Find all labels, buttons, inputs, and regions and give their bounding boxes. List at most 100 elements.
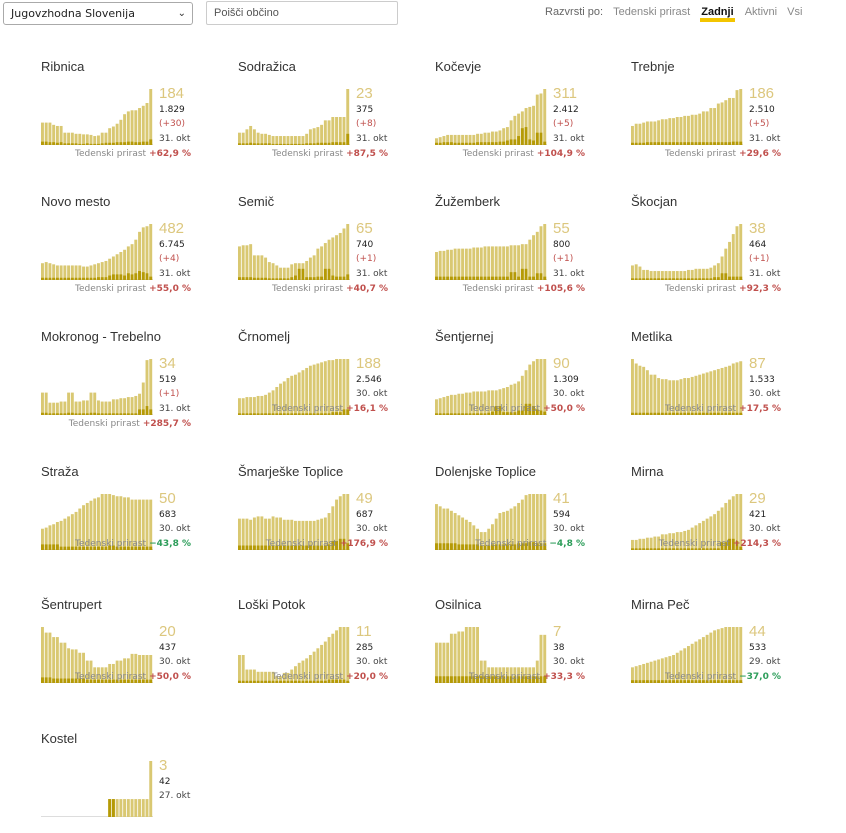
new-cases-bar [316, 545, 320, 550]
weekly-growth: Tedenski prirast +62,9 % [75, 149, 191, 159]
active-cases-bar [331, 237, 335, 280]
municipality-card[interactable]: Osilnica 7 38 30. okt Tedenski prirast +33,3 … [435, 597, 625, 717]
new-cases-bar [63, 413, 67, 415]
active-cases-bar [141, 499, 145, 550]
new-cases-bar [713, 142, 717, 145]
new-cases-bar [78, 143, 82, 145]
active-cases-bar [464, 392, 468, 415]
new-cases-bar [505, 276, 509, 280]
active-cases-bar [728, 627, 731, 683]
active-cases-bar [308, 520, 312, 550]
municipality-card[interactable]: Ribnica 184 1.829 (+30) 31. okt Tedenski prir… [41, 59, 231, 179]
new-cases-bar [513, 139, 517, 145]
active-cases-bar [524, 244, 528, 280]
active-cases-bar [491, 246, 494, 280]
new-cases-bar [701, 548, 705, 550]
sort-option-weekly-growth[interactable]: Tedenski prirast [613, 6, 691, 18]
new-cases-bar [649, 548, 653, 550]
active-cases-bar [672, 533, 675, 550]
active-cases-bar [316, 127, 320, 145]
active-cases-bar [638, 538, 642, 550]
active-cases-bar [679, 650, 683, 683]
new-cases-bar [660, 142, 664, 145]
new-cases-bar [338, 412, 342, 415]
new-cases-bar [728, 276, 731, 280]
new-cases-bar [442, 543, 446, 550]
active-cases-bar [735, 362, 739, 415]
municipality-card[interactable]: Dolenjske Toplice 41 594 30. okt Tedenski pr… [435, 464, 625, 584]
municipality-card[interactable]: Mokronog - Trebelno 34 519 (+1) 31. okt Teden… [41, 329, 231, 449]
active-cases-bar [93, 136, 97, 145]
new-cases-bar [48, 277, 52, 280]
search-input[interactable]: Poišči občino [206, 1, 398, 25]
sort-option-all[interactable]: Vsi [787, 6, 803, 18]
active-cases-bar [141, 382, 145, 415]
sort-option-active[interactable]: Aktivni [744, 6, 778, 18]
municipality-card[interactable]: Črnomelj 188 2.546 30. okt Tedenski prirast +… [238, 329, 428, 449]
active-cases-bar [668, 533, 672, 550]
municipality-card[interactable]: Mirna 29 421 30. okt Tedenski prirast +214,3 … [631, 464, 821, 584]
municipality-card[interactable]: Straža 50 683 30. okt Tedenski prirast −43,8 … [41, 464, 231, 584]
active-cases-bar [517, 245, 521, 280]
active-cases-bar [308, 365, 312, 415]
active-cases-bar [687, 529, 690, 550]
active-cases-bar [149, 655, 153, 683]
active-cases-bar [104, 494, 108, 550]
active-cases-bar [48, 263, 52, 280]
municipality-card[interactable]: Šmarješke Toplice 49 687 30. okt Tedenski pr… [238, 464, 428, 584]
new-cases-bar [138, 142, 141, 145]
municipality-card[interactable]: Šentjernej 90 1.309 30. okt Tedenski prirast… [435, 329, 625, 449]
new-cases-bar [282, 680, 286, 683]
active-cases-bar [267, 262, 271, 280]
municipality-card[interactable]: Sodražica 23 375 (+8) 31. okt Tedenski priras… [238, 59, 428, 179]
active-cases-bar [44, 262, 48, 280]
new-cases-bar [520, 268, 524, 280]
active-cases-bar [739, 224, 743, 280]
new-cases-bar [331, 275, 335, 280]
new-cases-bar [690, 412, 694, 415]
new-cases-bar [649, 142, 653, 145]
new-cases-bar [52, 142, 56, 145]
municipality-card[interactable]: Novo mesto 482 6.745 (+4) 31. okt Tedenski pr… [41, 194, 231, 314]
last-update-date: 30. okt [356, 389, 388, 399]
new-cases-bar [134, 273, 138, 280]
new-cases-bar [126, 273, 130, 280]
region-select[interactable]: Jugovzhodna Slovenija ⌄ [3, 2, 193, 25]
active-cases-bar [346, 359, 350, 415]
municipality-card[interactable]: Mirna Peč 44 533 29. okt Tedenski prirast −37… [631, 597, 821, 717]
active-cases-bar [267, 671, 271, 683]
municipality-card[interactable]: Kočevje 311 2.412 (+5) 31. okt Tedenski prira… [435, 59, 625, 179]
sparkline-chart [435, 89, 547, 145]
municipality-card[interactable]: Metlika 87 1.533 30. okt Tedenski prirast +17… [631, 329, 821, 449]
new-cases-bar [494, 276, 498, 280]
active-cases-bar [249, 519, 253, 550]
new-cases-bar [446, 276, 450, 280]
active-cases-bar [44, 392, 48, 415]
municipality-card[interactable]: Škocjan 38 464 (+1) 31. okt Tedenski prirast +… [631, 194, 821, 314]
active-cases-bar [245, 397, 249, 415]
active-cases-bar [479, 133, 483, 145]
active-cases-bar [705, 518, 709, 550]
sort-option-latest[interactable]: Zadnji [700, 6, 735, 22]
municipality-card[interactable]: Loški Potok 11 285 30. okt Tedenski prirast +… [238, 597, 428, 717]
active-cases-bar [532, 361, 535, 415]
municipality-card[interactable]: Semič 65 740 (+1) 31. okt Tedenski prirast +40… [238, 194, 428, 314]
new-cases-bar [108, 545, 112, 550]
new-cases-bar [731, 141, 735, 145]
active-cases-bar [728, 365, 731, 415]
active-cases-bar [528, 239, 532, 280]
municipality-card[interactable]: Trebnje 186 2.510 (+5) 31. okt Tedenski prira… [631, 59, 821, 179]
new-cases-bar [312, 545, 316, 550]
municipality-card[interactable]: Kostel 3 42 27. okt [41, 731, 231, 833]
active-cases-bar [539, 359, 543, 415]
active-cases-bar [679, 271, 683, 280]
active-cases-bar [494, 518, 498, 550]
active-cases-value: 188 [356, 355, 382, 372]
municipality-card[interactable]: Žužemberk 55 800 (+1) 31. okt Tedenski priras… [435, 194, 625, 314]
new-cases-bar [716, 277, 720, 280]
new-cases-bar [252, 680, 256, 683]
municipality-card[interactable]: Šentrupert 20 437 30. okt Tedenski prirast +5… [41, 597, 231, 717]
active-cases-bar [134, 395, 138, 415]
active-cases-bar [297, 520, 301, 550]
active-cases-bar [735, 494, 739, 550]
